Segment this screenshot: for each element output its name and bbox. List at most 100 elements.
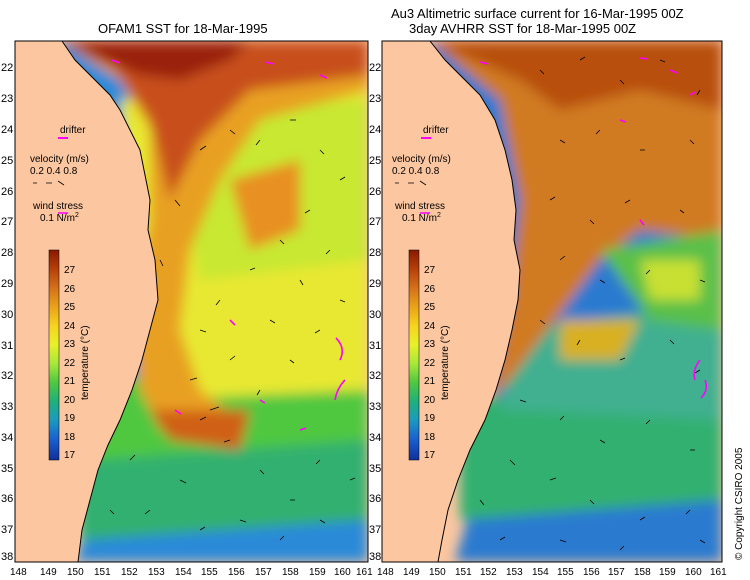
cb-tick: 25: [64, 302, 76, 313]
lat-tick: 36: [369, 493, 381, 505]
cb-tick: 26: [64, 284, 76, 295]
left-map-frame: [14, 40, 369, 563]
cb-tick: 20: [424, 395, 436, 406]
velocity-scale: 0.2 0.4 0.8: [30, 166, 78, 177]
velocity-arrows: [33, 180, 65, 186]
drifter-label: drifter: [60, 125, 86, 136]
lat-tick: 33: [369, 401, 381, 413]
lat-tick: 34: [1, 432, 13, 444]
cb-tick: 22: [64, 358, 76, 369]
lat-tick: 22: [1, 62, 13, 74]
lat-tick: 27: [1, 216, 13, 228]
lon-tick: 155: [557, 567, 574, 578]
lat-tick: 24: [369, 124, 381, 136]
lat-tick: 32: [1, 370, 13, 382]
lat-tick: 22: [369, 62, 381, 74]
right-legend: drifter velocity (m/s) 0.2 0.4 0.8 wind …: [392, 125, 451, 461]
lon-tick: 161: [356, 567, 373, 578]
cb-tick: 25: [424, 302, 436, 313]
lat-tick: 28: [1, 247, 13, 259]
lat-tick: 36: [1, 493, 13, 505]
lat-tick: 31: [1, 340, 13, 352]
lon-tick: 161: [710, 567, 727, 578]
cb-tick: 27: [424, 265, 436, 276]
lon-tick: 158: [634, 567, 651, 578]
velocity-label: velocity (m/s): [392, 154, 451, 165]
lat-tick: 31: [369, 340, 381, 352]
cb-tick: 20: [64, 395, 76, 406]
lon-tick: 152: [121, 567, 138, 578]
left-panel-title: OFAM1 SST for 18-Mar-1995: [98, 21, 268, 36]
cb-tick: 24: [424, 321, 436, 332]
lon-axis: 148 149 150 151 152 153 154 155 156 157 …: [10, 567, 727, 578]
cb-tick: 19: [424, 413, 436, 424]
lat-tick: 24: [1, 124, 13, 136]
lon-tick: 151: [94, 567, 111, 578]
lon-tick: 157: [255, 567, 272, 578]
lon-tick: 159: [309, 567, 326, 578]
cb-tick: 19: [64, 413, 76, 424]
velocity-scale: 0.2 0.4 0.8: [392, 166, 440, 177]
cb-tick: 17: [424, 450, 436, 461]
lat-tick: 30: [1, 309, 13, 321]
lat-tick: 37: [1, 524, 13, 536]
lat-tick: 26: [1, 186, 13, 198]
cb-tick: 18: [64, 432, 76, 443]
lat-tick: 25: [1, 155, 13, 167]
lat-tick: 28: [369, 247, 381, 259]
velocity-label: velocity (m/s): [30, 154, 89, 165]
lon-tick: 152: [480, 567, 497, 578]
lon-tick: 148: [377, 567, 394, 578]
lon-tick: 160: [685, 567, 702, 578]
lon-tick: 160: [334, 567, 351, 578]
left-sst-map: [15, 41, 368, 562]
cb-tick: 23: [424, 339, 436, 350]
cb-tick: 22: [424, 358, 436, 369]
colorbar: [48, 249, 60, 461]
lat-tick: 34: [369, 432, 381, 444]
lat-tick: 29: [369, 278, 381, 290]
lat-tick: 38: [369, 551, 381, 563]
lat-tick: 37: [369, 524, 381, 536]
lat-tick: 25: [369, 155, 381, 167]
lon-tick: 154: [532, 567, 549, 578]
lat-tick: 35: [1, 463, 13, 475]
lat-tick: 38: [1, 551, 13, 563]
colorbar-label: temperature (°C): [80, 325, 91, 400]
lon-tick: 158: [282, 567, 299, 578]
cb-tick: 18: [424, 432, 436, 443]
copyright: © Copyright CSIRO 2005: [734, 447, 745, 560]
cb-tick: 17: [64, 450, 76, 461]
lat-tick: 27: [369, 216, 381, 228]
lon-tick: 155: [201, 567, 218, 578]
velocity-arrows: [395, 180, 427, 186]
drifter-label: drifter: [423, 125, 449, 136]
wind-stress-value: 0.1 N/m2: [402, 212, 441, 224]
lon-tick: 159: [659, 567, 676, 578]
lon-tick: 150: [429, 567, 446, 578]
cb-tick: 21: [424, 376, 436, 387]
colorbar-label: temperature (°C): [440, 325, 451, 400]
right-panel-title-line1: Au3 Altimetric surface current for 16-Ma…: [391, 6, 684, 21]
lat-tick: 23: [369, 93, 381, 105]
wind-stress-label: wind stress: [32, 201, 83, 212]
lon-tick: 157: [608, 567, 625, 578]
lon-tick: 156: [228, 567, 245, 578]
right-panel-title-line2: 3day AVHRR SST for 18-Mar-1995 00Z: [409, 21, 637, 36]
colorbar: [408, 249, 420, 461]
wind-stress-label: wind stress: [394, 201, 445, 212]
lon-tick: 153: [506, 567, 523, 578]
lat-tick: 33: [1, 401, 13, 413]
lon-tick: 154: [175, 567, 192, 578]
lat-tick: 23: [1, 93, 13, 105]
right-map-frame: [381, 40, 723, 563]
lon-tick: 153: [148, 567, 165, 578]
left-legend: drifter velocity (m/s) 0.2 0.4 0.8 wind …: [30, 125, 91, 461]
cb-tick: 23: [64, 339, 76, 350]
lon-tick: 151: [455, 567, 472, 578]
lon-tick: 149: [403, 567, 420, 578]
lat-tick: 32: [369, 370, 381, 382]
lat-tick: 29: [1, 278, 13, 290]
cb-tick: 27: [64, 265, 76, 276]
